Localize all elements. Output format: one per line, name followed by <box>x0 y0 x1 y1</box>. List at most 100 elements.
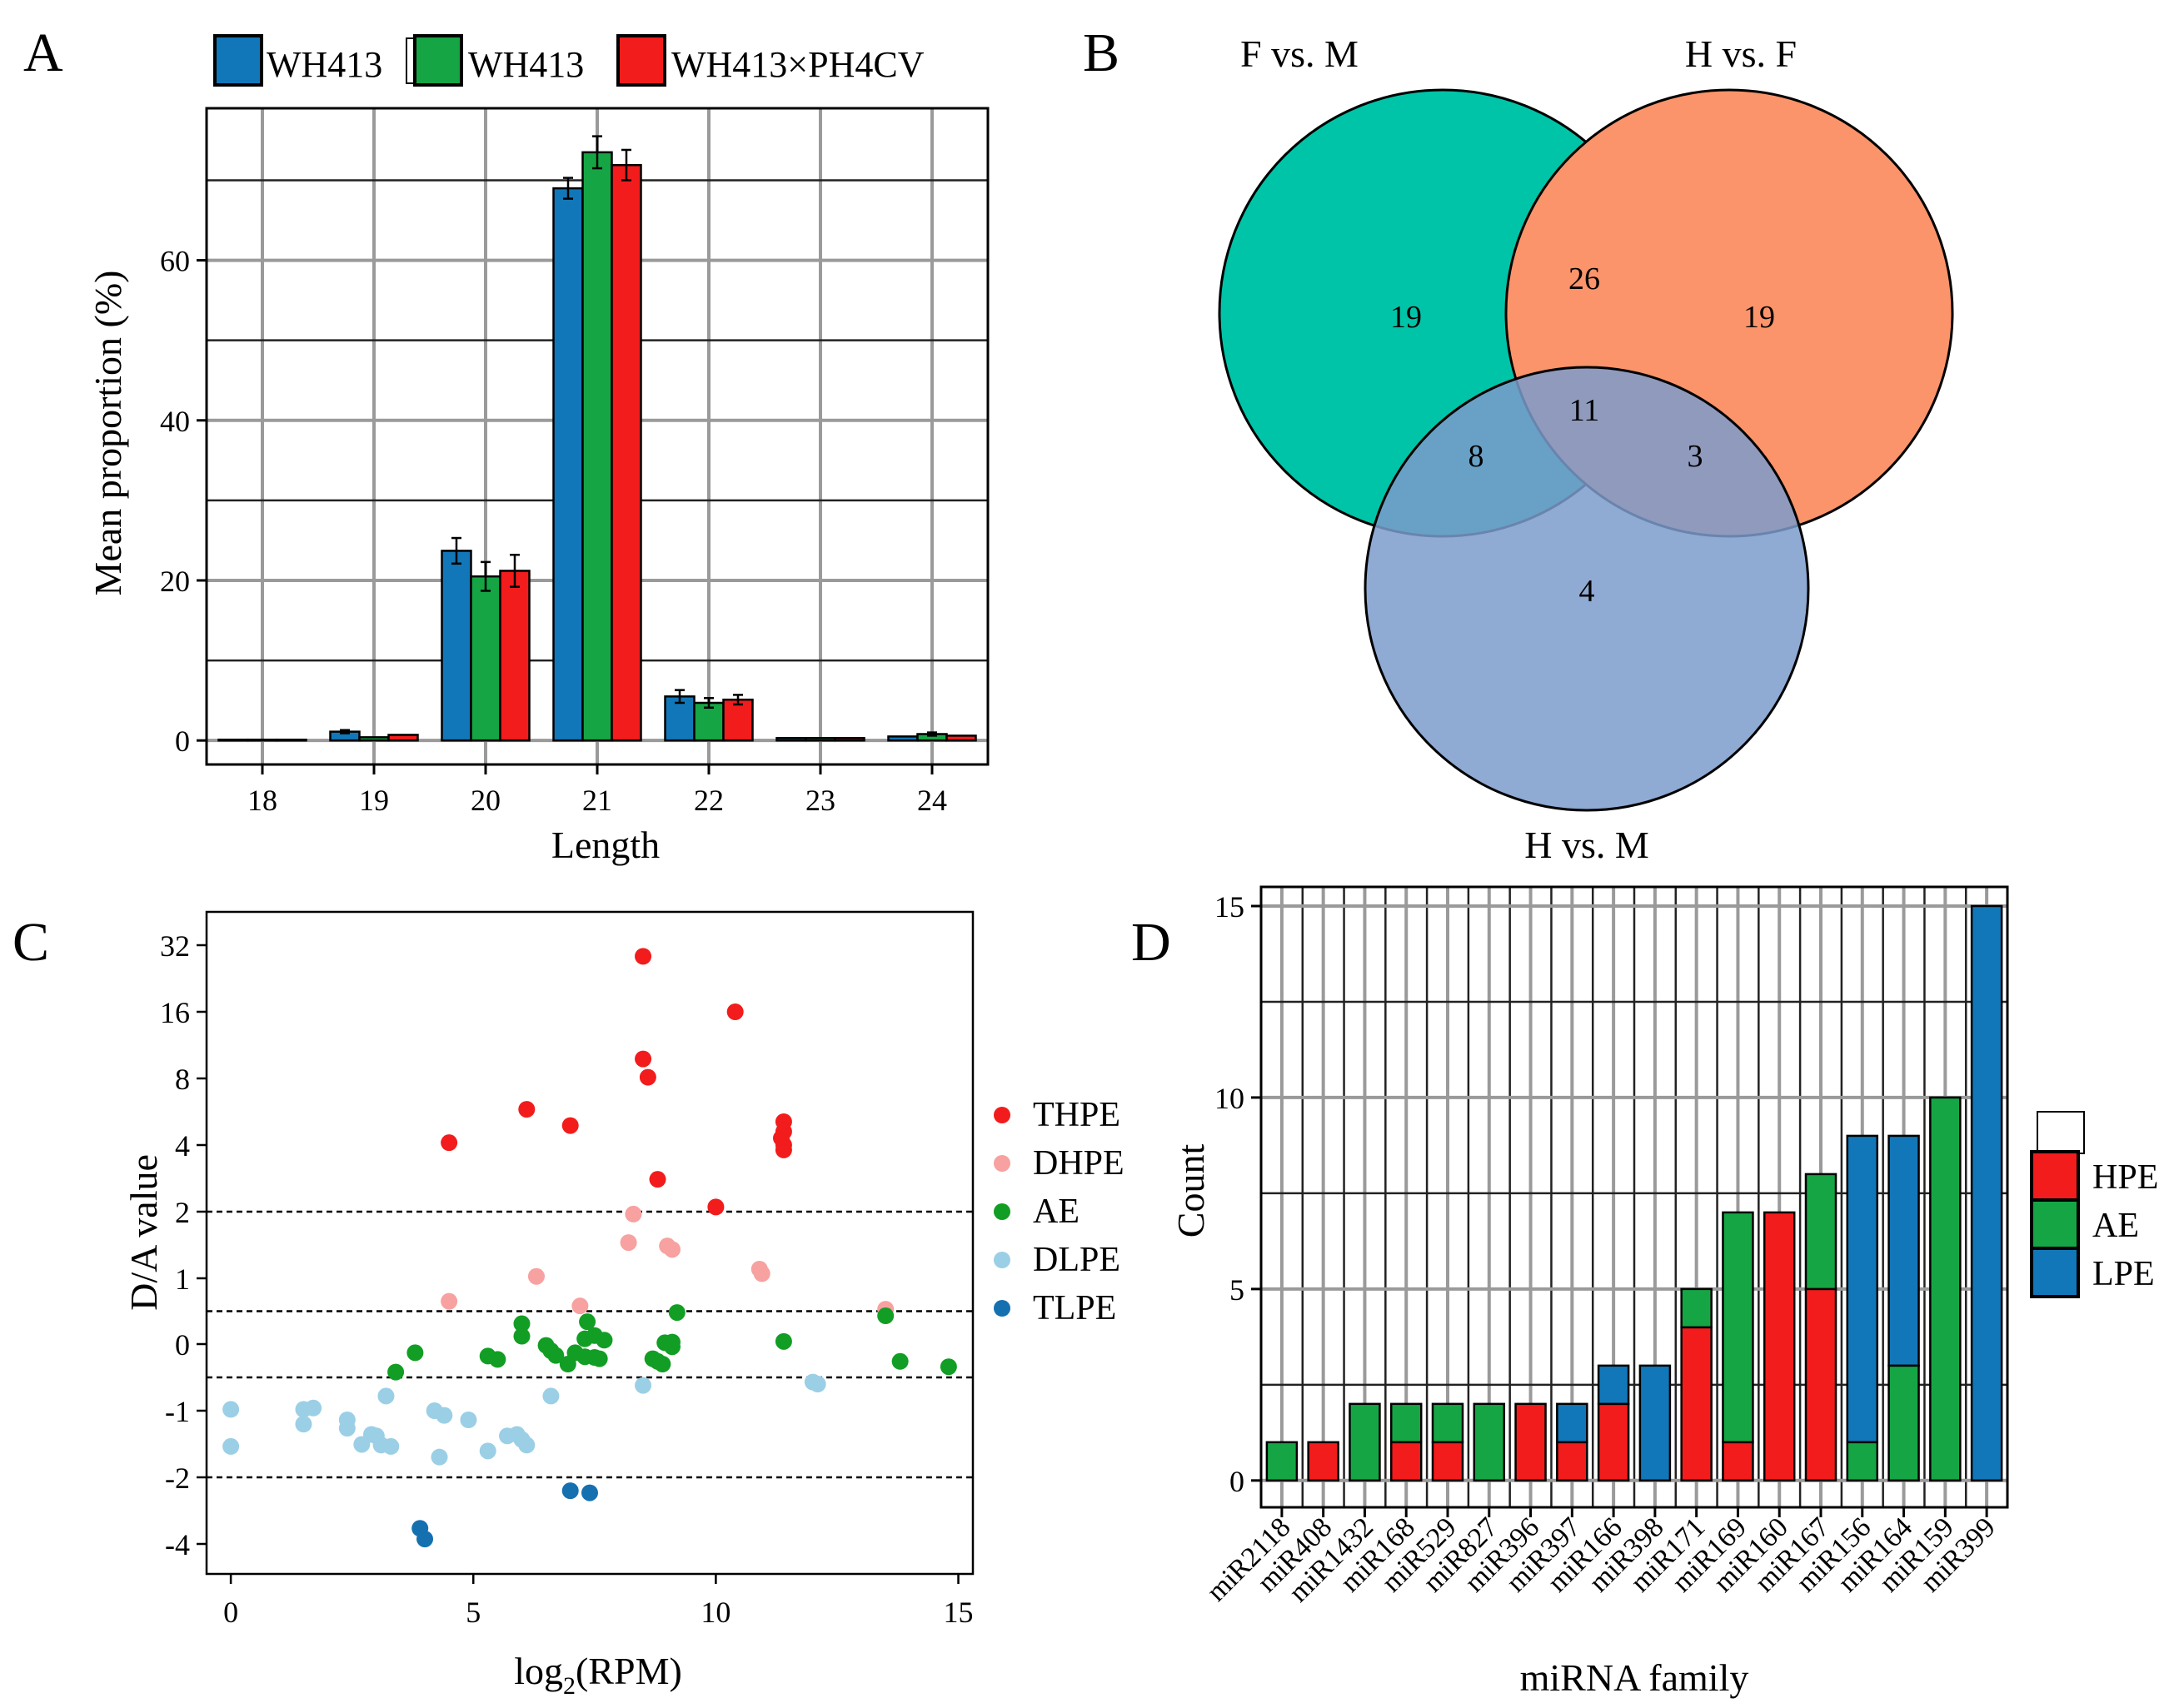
bar-miR171-hpe <box>1680 1326 1713 1482</box>
point-thpe-0 <box>635 948 652 965</box>
bar-miR167-hpe <box>1804 1287 1837 1482</box>
legend-dot-dlpe <box>994 1252 1010 1268</box>
x-tick-label-22: 22 <box>694 784 724 817</box>
point-tlpe-1 <box>581 1484 598 1501</box>
bar-miR166-lpe <box>1597 1364 1630 1406</box>
bar-miR529-ae <box>1431 1402 1464 1444</box>
point-ae-26 <box>387 1363 405 1381</box>
point-dlpe-3 <box>305 1399 322 1417</box>
panel-c-xlabel: log2(RPM) <box>514 1650 682 1700</box>
venn-count-h-vs-f-h-vs-m: 3 <box>1688 439 1703 474</box>
point-dlpe-12 <box>377 1387 395 1405</box>
bar-23-s0 <box>775 737 807 742</box>
x-tick-label-10: 10 <box>701 1596 730 1629</box>
y-tick-label--4: -4 <box>165 1528 190 1561</box>
y-tick-label-1: 1 <box>175 1262 190 1296</box>
legend-label-dlpe: DLPE <box>1033 1241 1120 1279</box>
panel-d-ylabel: Count <box>1169 1144 1212 1238</box>
panel-c-xlabel-main: log <box>514 1650 563 1692</box>
bar-miR167-ae <box>1804 1173 1837 1291</box>
legend-label-wh413-2: WH413 <box>468 44 584 85</box>
point-ae-21 <box>559 1356 576 1372</box>
point-dhpe-1 <box>620 1234 637 1252</box>
x-tick-label-5: 5 <box>466 1596 481 1629</box>
panel-label-a: A <box>23 22 63 83</box>
legend-label-ae: AE <box>2092 1207 2139 1245</box>
bar-18-s2 <box>276 738 307 742</box>
point-ae-14 <box>489 1351 506 1368</box>
bar-miR166-hpe <box>1597 1402 1630 1482</box>
legend-header-box <box>2037 1111 2085 1154</box>
point-ae-12 <box>406 1344 424 1362</box>
bar-24-s2 <box>945 734 977 742</box>
bar-19-s1 <box>358 736 390 742</box>
point-dlpe-0 <box>222 1401 240 1418</box>
bar-24-s0 <box>887 735 919 742</box>
panel-a-ylabel: Mean proportion (%) <box>87 271 129 596</box>
venn-set-label-h-vs-m: H vs. M <box>1524 824 1649 866</box>
x-tick-label-23: 23 <box>805 784 835 817</box>
point-dhpe-7 <box>571 1297 589 1315</box>
point-dlpe-14 <box>436 1407 453 1424</box>
venn-count-f-vs-m-h-vs-m: 8 <box>1468 439 1484 474</box>
panel-b-venn: F vs. M H vs. F H vs. M 19 26 19 11 8 3 4 <box>1218 32 1954 866</box>
legend-dot-ae <box>994 1203 1010 1220</box>
point-dhpe-3 <box>659 1237 676 1255</box>
panel-d-legend: HPE AE LPE <box>2030 1111 2158 1298</box>
bar-22-s2 <box>722 698 754 742</box>
point-thpe-6 <box>441 1134 458 1152</box>
point-ae-28 <box>940 1358 957 1376</box>
bar-miR156-lpe <box>1846 1134 1879 1444</box>
point-ae-2 <box>668 1304 686 1322</box>
point-ae-0 <box>513 1315 531 1332</box>
x-tick-label-15: 15 <box>944 1596 974 1629</box>
legend-label-hybrid: WH413×PH4CV <box>671 44 925 85</box>
y-tick-label-60: 60 <box>160 245 190 278</box>
bar-miR164-ae <box>1887 1364 1920 1482</box>
point-dlpe-15 <box>460 1412 477 1429</box>
bar-miR529-hpe <box>1431 1441 1464 1482</box>
y-tick-label-10: 10 <box>1214 1082 1244 1115</box>
x-tick-label-21: 21 <box>582 784 612 817</box>
legend-label-thpe: THPE <box>1033 1096 1120 1134</box>
point-dhpe-6 <box>527 1267 545 1285</box>
y-tick-label-15: 15 <box>1214 890 1244 924</box>
venn-circle-h-vs-m-lower <box>1364 366 1810 812</box>
legend-label-hpe: HPE <box>2092 1158 2158 1197</box>
bar-19-s2 <box>387 734 419 742</box>
point-ae-7 <box>596 1332 613 1349</box>
bar-miR169-hpe <box>1722 1441 1754 1482</box>
y-tick-label-16: 16 <box>160 996 190 1029</box>
y-tick-label-32: 32 <box>160 929 190 963</box>
bar-21-s1 <box>581 151 613 742</box>
bar-miR156-ae <box>1846 1441 1879 1482</box>
point-ae-10 <box>775 1332 792 1350</box>
bar-23-s1 <box>805 737 836 742</box>
y-tick-label--1: -1 <box>165 1395 190 1428</box>
legend-label-wh413-1: WH413 <box>267 44 382 85</box>
point-thpe-5 <box>561 1117 579 1134</box>
x-tick-label-0: 0 <box>223 1596 238 1629</box>
y-tick-label-40: 40 <box>160 405 190 438</box>
legend-label-tlpe: TLPE <box>1033 1289 1116 1327</box>
legend-label-dhpe: DHPE <box>1033 1144 1124 1183</box>
bar-miR160-hpe <box>1763 1211 1796 1482</box>
point-thpe-11 <box>775 1141 792 1158</box>
bar-18-s0 <box>217 738 249 742</box>
bar-18-s1 <box>247 738 278 742</box>
panel-c-xlabel-rest: (RPM) <box>576 1650 682 1692</box>
bar-miR169-ae <box>1722 1211 1754 1444</box>
point-thpe-13 <box>707 1198 725 1216</box>
bar-miR397-lpe <box>1556 1402 1588 1444</box>
panel-a-xlabel: Length <box>551 824 660 866</box>
y-tick-label-0: 0 <box>175 1328 190 1362</box>
panel-c-ylabel: D/A value <box>122 1154 165 1311</box>
bar-miR171-ae <box>1680 1287 1713 1329</box>
point-ae-3 <box>877 1307 895 1325</box>
panel-d-frame <box>1259 885 2009 1509</box>
legend-swatch-hybrid-red <box>616 34 666 87</box>
venn-set-label-h-vs-f: H vs. F <box>1685 32 1797 75</box>
